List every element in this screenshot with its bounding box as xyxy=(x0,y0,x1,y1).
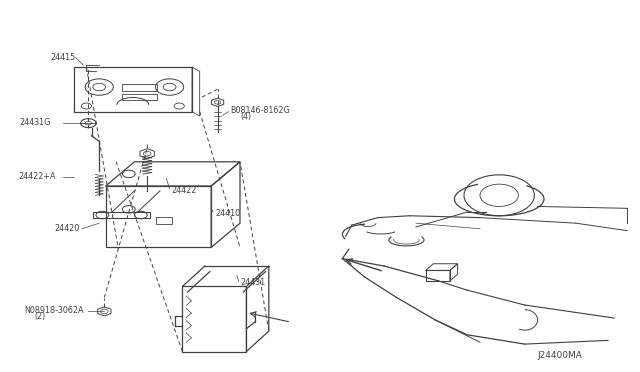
Text: B08146-8162G: B08146-8162G xyxy=(230,106,290,115)
Text: (4): (4) xyxy=(240,112,251,121)
Text: 24422+A: 24422+A xyxy=(18,172,56,181)
Text: 24415: 24415 xyxy=(50,53,75,62)
Text: 24431: 24431 xyxy=(240,278,265,287)
Bar xyxy=(122,84,157,91)
Text: 24410: 24410 xyxy=(215,209,240,218)
Bar xyxy=(122,94,157,100)
Text: (2): (2) xyxy=(34,312,45,321)
Text: 24420: 24420 xyxy=(54,224,79,233)
Text: 24431G: 24431G xyxy=(19,118,51,126)
Text: J24400MA: J24400MA xyxy=(538,351,582,360)
Text: N08918-3062A: N08918-3062A xyxy=(24,306,84,315)
Bar xyxy=(156,217,172,224)
Text: 24422: 24422 xyxy=(172,186,197,195)
